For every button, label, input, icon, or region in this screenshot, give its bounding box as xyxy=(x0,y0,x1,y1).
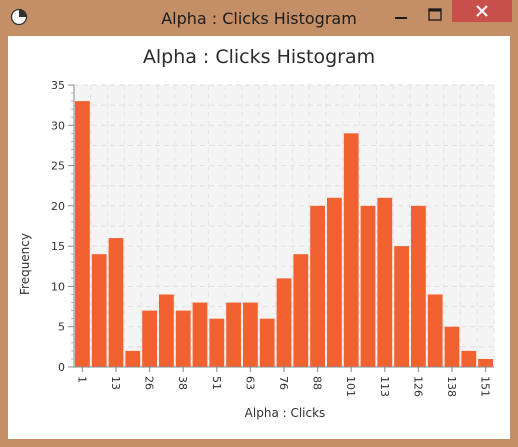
y-tick-label: 5 xyxy=(58,321,65,334)
x-tick-label: 63 xyxy=(243,376,256,390)
y-tick-label: 25 xyxy=(51,160,65,173)
x-tick-label: 13 xyxy=(109,376,122,390)
x-tick-label: 126 xyxy=(411,376,424,397)
chart-app-icon xyxy=(10,8,28,26)
histogram-bar xyxy=(192,302,208,367)
histogram-bar xyxy=(377,197,393,367)
y-tick-label: 15 xyxy=(51,240,65,253)
x-tick-label: 1 xyxy=(75,376,88,383)
x-tick-label: 101 xyxy=(344,376,357,397)
x-tick-label: 113 xyxy=(378,376,391,397)
histogram-bar xyxy=(461,350,477,367)
y-tick-label: 10 xyxy=(51,280,65,293)
close-button[interactable] xyxy=(452,0,512,22)
close-icon xyxy=(476,5,488,17)
histogram-bar xyxy=(259,318,275,367)
x-tick-label: 88 xyxy=(311,376,324,390)
chart-area: Alpha : Clicks Histogram Frequency Alpha… xyxy=(8,36,510,439)
x-tick-label: 38 xyxy=(176,376,189,390)
chart-title: Alpha : Clicks Histogram xyxy=(142,46,376,68)
x-axis-label: Alpha : Clicks xyxy=(244,406,326,420)
histogram-bar xyxy=(394,246,409,367)
histogram-bar xyxy=(108,238,124,367)
x-tick-label: 138 xyxy=(445,376,458,397)
histogram-bar xyxy=(411,205,426,367)
histogram-bar xyxy=(91,254,107,367)
x-tick-label: 26 xyxy=(143,376,156,390)
x-tick-label: 51 xyxy=(210,376,223,390)
histogram-bar xyxy=(444,326,460,367)
histogram-bar xyxy=(360,205,376,367)
histogram-bar xyxy=(209,318,225,367)
histogram-bar xyxy=(478,358,493,367)
y-tick-label: 35 xyxy=(51,79,65,92)
histogram-bar xyxy=(159,294,174,367)
maximize-button[interactable] xyxy=(420,2,450,28)
y-tick-label: 0 xyxy=(58,361,65,374)
window-title: Alpha : Clicks Histogram xyxy=(161,9,357,28)
y-tick-label: 20 xyxy=(51,200,65,213)
histogram-bar xyxy=(226,302,241,367)
histogram-bar xyxy=(125,350,141,367)
histogram-bar xyxy=(427,294,443,367)
title-bar[interactable]: Alpha : Clicks Histogram xyxy=(0,0,518,36)
histogram-bar xyxy=(293,254,309,367)
histogram-bar xyxy=(75,101,90,367)
histogram-bar xyxy=(175,310,191,367)
y-tick-label: 30 xyxy=(51,119,65,132)
maximize-icon xyxy=(428,8,442,21)
histogram-bar xyxy=(142,310,157,367)
histogram-bar xyxy=(327,197,342,367)
histogram-bar xyxy=(343,133,359,367)
histogram-bar xyxy=(243,302,258,367)
minimize-button[interactable] xyxy=(386,2,416,28)
histogram-bar xyxy=(276,278,292,367)
x-tick-label: 151 xyxy=(479,376,492,397)
x-tick-label: 76 xyxy=(277,376,290,390)
histogram-bar xyxy=(310,205,325,367)
minimize-icon xyxy=(395,17,407,19)
